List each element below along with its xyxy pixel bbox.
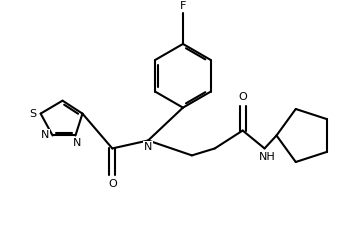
Text: F: F [180,1,186,11]
Text: S: S [29,109,36,119]
Text: O: O [108,179,117,189]
Text: N: N [40,130,49,140]
Text: O: O [238,92,247,102]
Text: NH: NH [259,152,276,162]
Text: N: N [73,139,82,149]
Text: N: N [144,142,152,153]
